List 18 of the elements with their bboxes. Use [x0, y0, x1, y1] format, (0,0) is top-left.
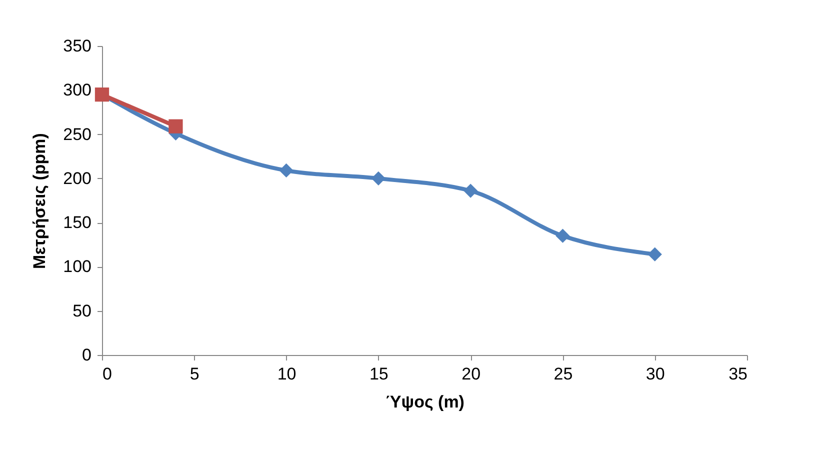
y-tick-label: 200: [63, 168, 92, 188]
x-tick-label: 0: [102, 364, 112, 384]
y-tick-label: 300: [63, 80, 92, 100]
x-tick-label: 30: [646, 364, 665, 384]
x-tick-label: 20: [462, 364, 481, 384]
x-tick-label: 10: [277, 364, 296, 384]
y-axis-title: Μετρήσεις (ppm): [30, 133, 50, 269]
y-tick-label: 150: [63, 213, 92, 232]
x-tick-label: 15: [369, 364, 388, 384]
y-tick-label: 50: [72, 301, 92, 320]
y-tick-label: 100: [63, 257, 92, 276]
x-tick-label: 5: [190, 364, 200, 384]
x-tick-label: 25: [554, 364, 573, 384]
y-tick-label: 0: [82, 346, 92, 364]
x-tick-label: 35: [728, 364, 748, 384]
x-axis-title: Ύψος (m): [386, 392, 464, 412]
y-tick-label: 250: [63, 124, 92, 144]
y-tick-label: 350: [63, 36, 92, 56]
